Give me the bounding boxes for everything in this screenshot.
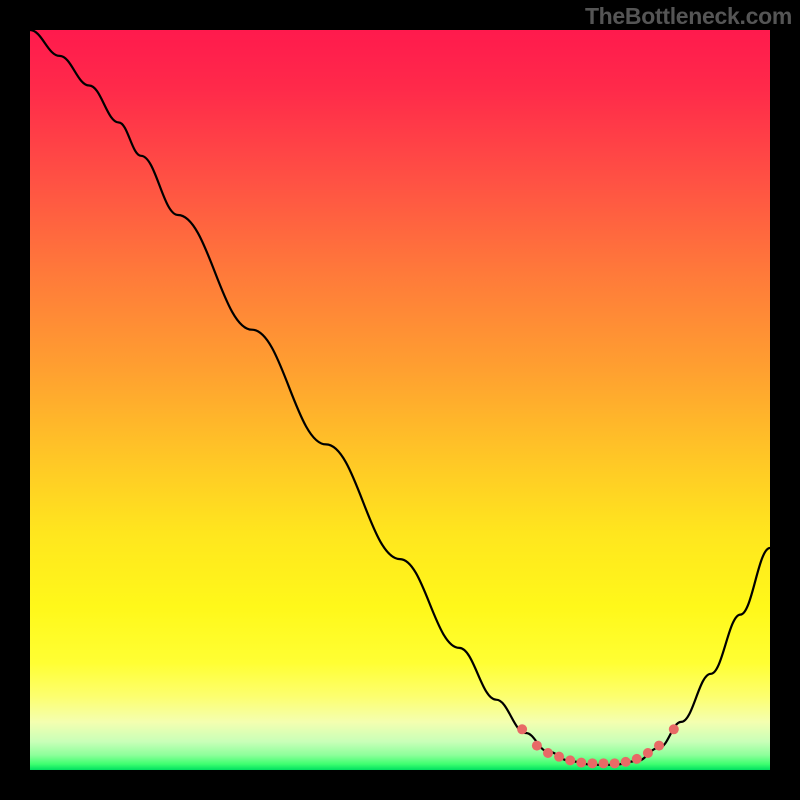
gradient-background [30,30,770,770]
bottleneck-chart [30,30,770,770]
marker-dot [599,758,609,768]
marker-dot [610,758,620,768]
marker-dot [554,752,564,762]
marker-dot [669,724,679,734]
marker-dot [587,758,597,768]
marker-dot [532,741,542,751]
marker-dot [543,748,553,758]
marker-dot [621,757,631,767]
chart-container: { "attribution": "TheBottleneck.com", "c… [0,0,800,800]
marker-dot [632,754,642,764]
marker-dot [517,724,527,734]
marker-dot [576,758,586,768]
marker-dot [643,748,653,758]
attribution-text: TheBottleneck.com [585,3,792,30]
marker-dot [654,741,664,751]
marker-dot [565,755,575,765]
